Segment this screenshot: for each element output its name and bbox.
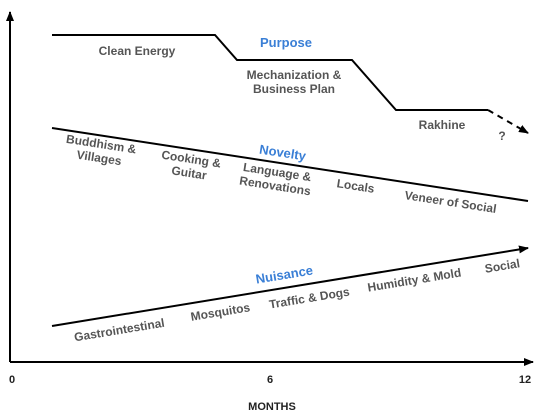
nuisance-line (51, 245, 529, 327)
x-tick-12: 12 (519, 374, 531, 386)
novelty-label-villages: Villages (76, 148, 123, 169)
purpose-label-mechanization: Mechanization & (247, 68, 342, 82)
x-tick-6: 6 (267, 374, 273, 386)
x-tick-0: 0 (9, 374, 15, 386)
novelty-label-locals: Locals (336, 176, 376, 196)
purpose-line (52, 34, 488, 111)
nuisance-title: Nuisance (255, 262, 314, 286)
purpose-title: Purpose (260, 35, 312, 50)
purpose-label-question: ? (498, 129, 505, 143)
nuisance-label-humidity: Humidity & Mold (367, 265, 463, 294)
purpose-label-rakhine: Rakhine (419, 118, 466, 132)
novelty-line (51, 127, 529, 202)
x-axis-title: MONTHS (248, 401, 296, 413)
purpose-label-clean-energy: Clean Energy (99, 44, 176, 58)
nuisance-label-social: Social (484, 256, 521, 276)
purpose-dashed-arrow (487, 109, 529, 134)
novelty-title: Novelty (258, 142, 307, 164)
novelty-label-guitar: Guitar (171, 163, 208, 182)
novelty-label-veneer: Veneer of Social (404, 188, 498, 216)
purpose-label-business-plan: Business Plan (253, 82, 335, 96)
nuisance-label-mosquitos: Mosquitos (190, 300, 252, 324)
